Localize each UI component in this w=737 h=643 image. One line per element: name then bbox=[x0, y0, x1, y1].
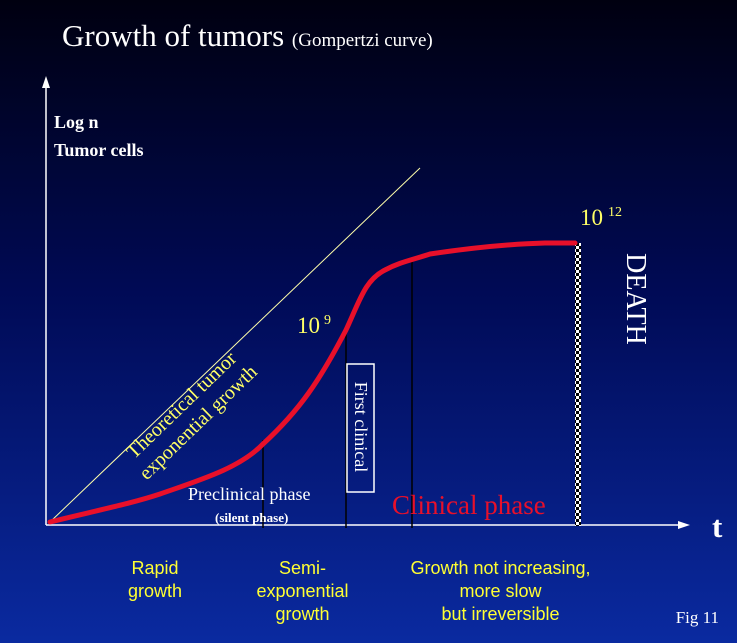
marker-10-12-base: 10 bbox=[580, 205, 603, 230]
page-title: Growth of tumors (Gompertzi curve) bbox=[62, 18, 433, 54]
y-axis-label-line2: Tumor cells bbox=[54, 140, 144, 160]
marker-10-9-exp: 9 bbox=[324, 313, 331, 329]
title-main: Growth of tumors bbox=[62, 18, 285, 53]
x-axis-arrow bbox=[678, 521, 690, 529]
figure-label-text: Fig 11 bbox=[675, 608, 719, 627]
marker-10-12: 10 12 bbox=[580, 205, 622, 231]
bottom-label-slow: Growth not increasing, more slow but irr… bbox=[388, 557, 613, 626]
x-axis-label: t bbox=[712, 510, 722, 544]
rapid-line1: Rapid bbox=[131, 558, 179, 578]
figure-label: Fig 11 bbox=[676, 608, 719, 628]
theoretical-growth-line bbox=[49, 167, 421, 523]
y-axis-arrow bbox=[42, 76, 50, 88]
y-axis-label-line1: Log n bbox=[54, 112, 99, 132]
death-bar bbox=[575, 243, 581, 526]
silent-phase-label: (silent phase) bbox=[215, 510, 288, 526]
semi-line1: Semi- bbox=[278, 558, 326, 578]
death-label-text: DEATH bbox=[620, 253, 651, 345]
slow-line2: more slow bbox=[459, 581, 542, 601]
marker-10-9-base: 10 bbox=[297, 313, 320, 338]
death-label: DEATH bbox=[620, 239, 651, 359]
silent-phase-text: (silent phase) bbox=[215, 510, 289, 525]
bottom-label-semi: Semi- exponential growth bbox=[240, 557, 365, 626]
y-axis-label: Log n Tumor cells bbox=[54, 108, 144, 164]
semi-line2: exponential bbox=[256, 581, 349, 601]
preclinical-phase-label: Preclinical phase bbox=[188, 484, 310, 505]
marker-10-9: 10 9 bbox=[297, 313, 331, 339]
slow-line1: Growth not increasing, bbox=[410, 558, 591, 578]
x-axis-label-text: t bbox=[712, 509, 723, 544]
first-clinical-text: First clinical bbox=[351, 381, 371, 473]
gompertz-curve bbox=[47, 240, 578, 525]
clinical-phase-text: Clinical phase bbox=[392, 490, 546, 520]
slow-line3: but irreversible bbox=[441, 604, 560, 624]
rapid-line2: growth bbox=[127, 581, 183, 601]
semi-line3: growth bbox=[275, 604, 330, 624]
title-subtitle: (Gompertzi curve) bbox=[291, 30, 433, 51]
clinical-phase-label: Clinical phase bbox=[392, 490, 546, 521]
preclinical-phase-text: Preclinical phase bbox=[188, 484, 311, 504]
first-clinical-box bbox=[346, 363, 375, 493]
bottom-label-rapid: Rapid growth bbox=[105, 557, 205, 603]
first-clinical-label: First clinical bbox=[349, 366, 373, 488]
marker-10-12-exp: 12 bbox=[608, 205, 622, 221]
